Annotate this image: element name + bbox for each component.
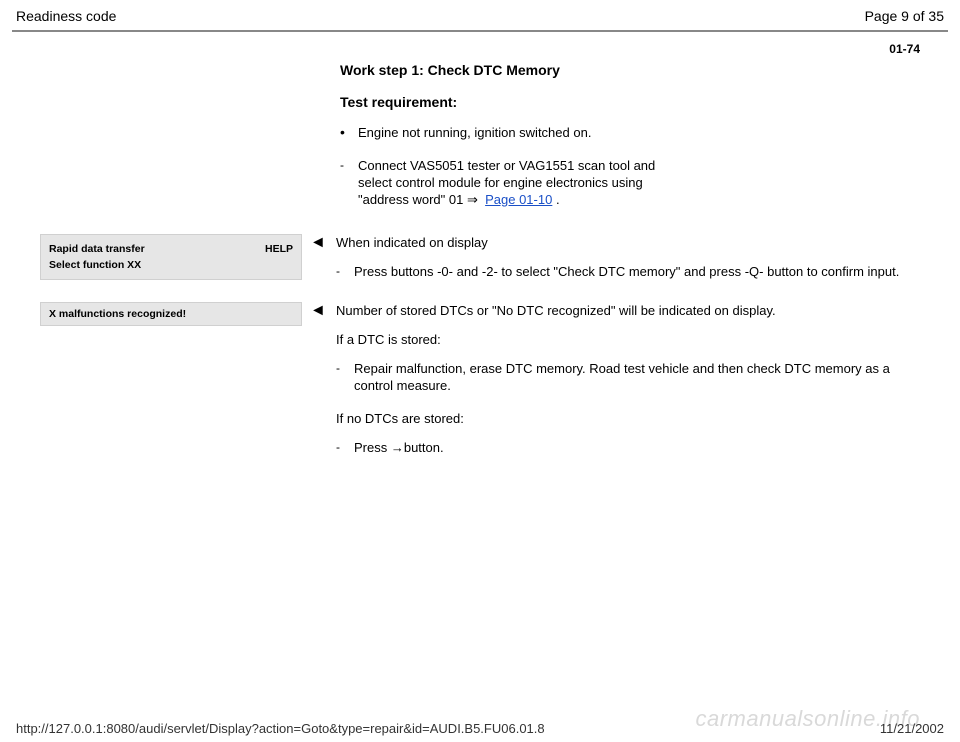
requirement-bullet: Engine not running, ignition switched on…: [340, 124, 910, 141]
dash-icon: [340, 157, 358, 208]
footer-date: 11/21/2002: [880, 721, 944, 736]
work-step-title: Work step 1: Check DTC Memory: [340, 62, 910, 78]
if-stored-label: If a DTC is stored:: [336, 331, 910, 348]
connect-text: Connect VAS5051 tester or VAG1551 scan t…: [358, 157, 660, 208]
arrow-right-icon: [391, 440, 404, 455]
arrow-link-icon: [467, 192, 478, 207]
display2-container: X malfunctions recognized!: [40, 302, 310, 326]
page-header: Readiness code Page 9 of 35: [0, 0, 960, 28]
none-dash-2: button.: [404, 440, 444, 455]
triangle-left-icon: [310, 234, 326, 251]
none-dash-text: Press button.: [354, 439, 910, 456]
stored-dash: Repair malfunction, erase DTC memory. Ro…: [336, 360, 910, 394]
indicator-2: [310, 302, 336, 320]
content-area: Work step 1: Check DTC Memory Test requi…: [0, 62, 960, 472]
triangle-left-icon: [310, 302, 326, 319]
page-footer: http://127.0.0.1:8080/audi/servlet/Displ…: [0, 721, 960, 736]
if-none-label: If no DTCs are stored:: [336, 410, 910, 427]
row-display2: X malfunctions recognized! Number of sto…: [40, 302, 920, 472]
none-dash: Press button.: [336, 439, 910, 456]
requirement-text: Engine not running, ignition switched on…: [358, 124, 910, 141]
dash-icon: [336, 439, 354, 456]
block1-dash-text: Press buttons -0- and -2- to select "Che…: [354, 263, 910, 280]
block1-heading: When indicated on display: [336, 234, 910, 251]
stored-dash-text: Repair malfunction, erase DTC memory. Ro…: [354, 360, 910, 394]
header-page-label: Page 9 of 35: [865, 8, 944, 24]
display1-line2: Select function XX: [49, 259, 141, 271]
bullet-dot-icon: [340, 124, 358, 141]
dash-icon: [336, 263, 354, 280]
block1: When indicated on display Press buttons …: [336, 234, 920, 296]
display1-container: Rapid data transfer HELP Select function…: [40, 234, 310, 280]
page-code: 01-74: [0, 32, 960, 62]
page-link[interactable]: Page 01-10: [485, 192, 552, 207]
connect-bullet: Connect VAS5051 tester or VAG1551 scan t…: [340, 157, 660, 208]
footer-url: http://127.0.0.1:8080/audi/servlet/Displ…: [16, 721, 545, 736]
display2-line1: X malfunctions recognized!: [49, 308, 186, 320]
block2-heading: Number of stored DTCs or "No DTC recogni…: [336, 302, 910, 319]
block2: Number of stored DTCs or "No DTC recogni…: [336, 302, 920, 472]
dash-icon: [336, 360, 354, 394]
header-title: Readiness code: [16, 8, 116, 24]
scan-tool-display-1: Rapid data transfer HELP Select function…: [40, 234, 302, 280]
block1-dash: Press buttons -0- and -2- to select "Che…: [336, 263, 910, 280]
scan-tool-display-2: X malfunctions recognized!: [40, 302, 302, 326]
indicator-1: [310, 234, 336, 252]
row-display1: Rapid data transfer HELP Select function…: [40, 234, 920, 296]
intro-block: Work step 1: Check DTC Memory Test requi…: [40, 62, 920, 208]
connect-text-2: .: [552, 192, 559, 207]
display1-line1: Rapid data transfer: [49, 243, 145, 255]
display1-help: HELP: [265, 241, 293, 257]
test-requirement-label: Test requirement:: [340, 94, 910, 110]
none-dash-1: Press: [354, 440, 391, 455]
